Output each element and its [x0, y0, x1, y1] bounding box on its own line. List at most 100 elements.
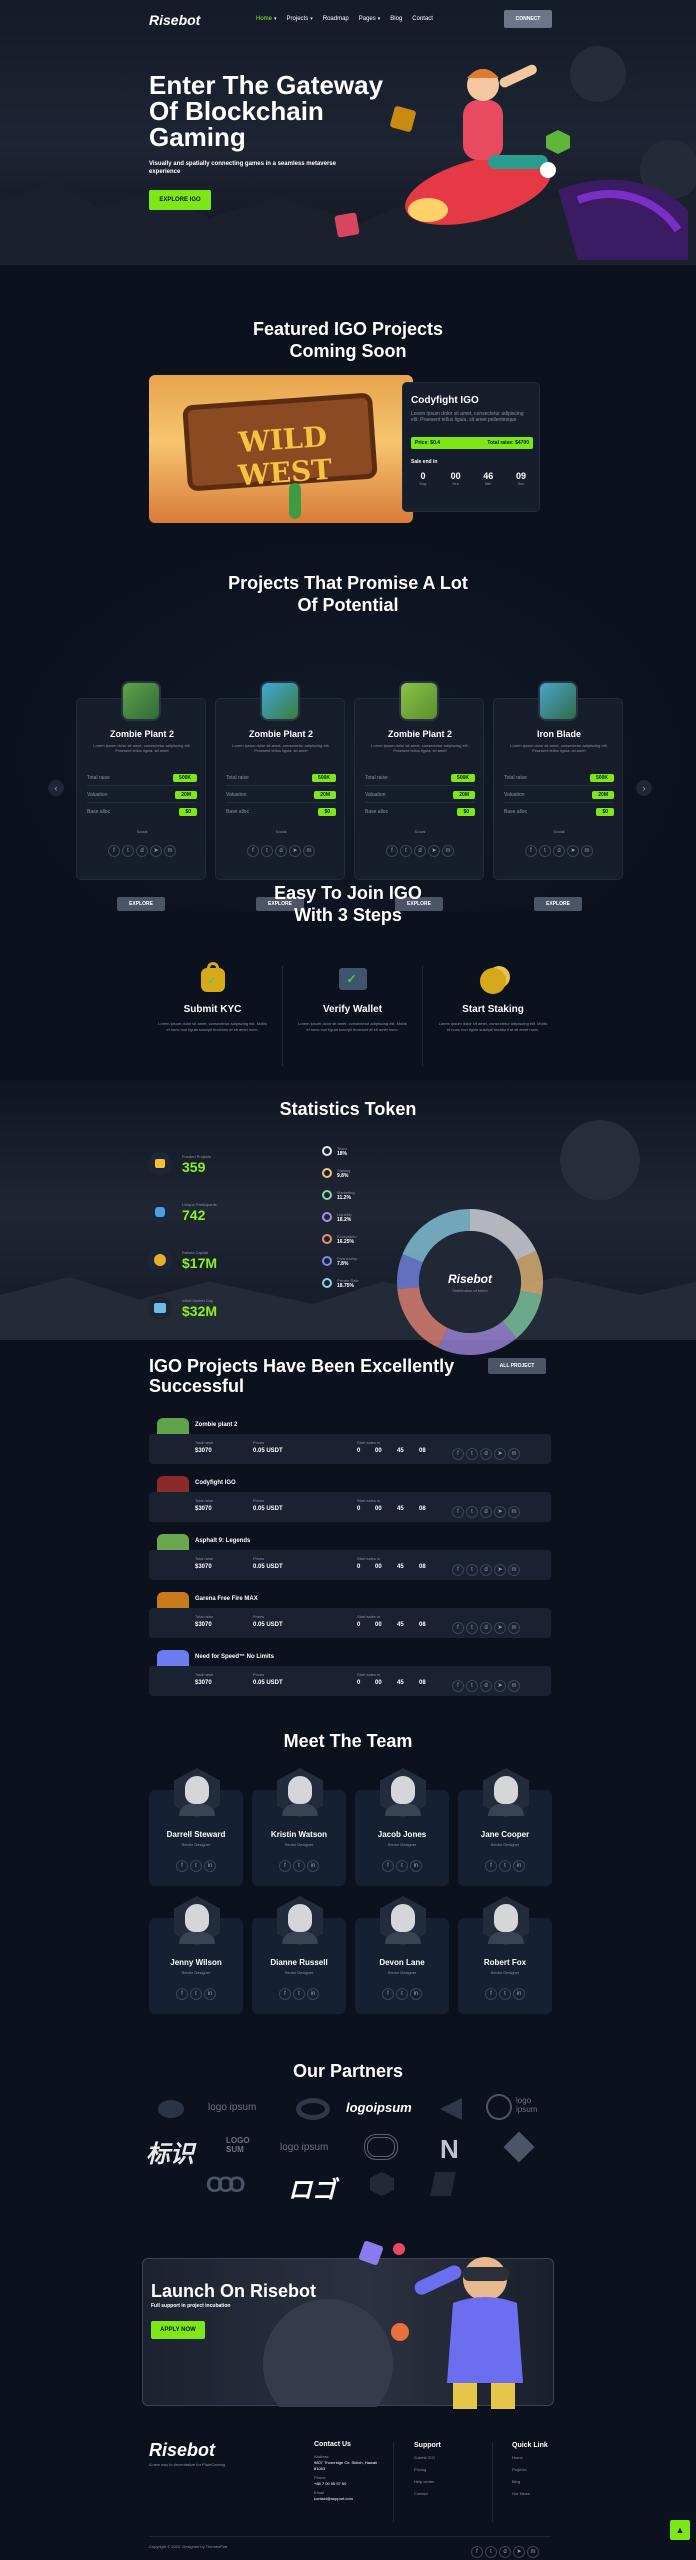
facebook-icon[interactable]: f: [525, 845, 537, 857]
medium-icon[interactable]: m: [508, 1448, 520, 1460]
facebook-icon[interactable]: f: [176, 1988, 188, 2000]
footer-link[interactable]: Help center: [414, 2479, 435, 2484]
partner-logo-links[interactable]: OOO: [206, 2172, 245, 2197]
facebook-icon[interactable]: f: [485, 1988, 497, 2000]
telegram-icon[interactable]: ➤: [513, 2546, 525, 2558]
facebook-icon[interactable]: f: [485, 1860, 497, 1872]
twitter-icon[interactable]: t: [190, 1860, 202, 1872]
medium-icon[interactable]: m: [442, 845, 454, 857]
team-member-card[interactable]: Jane Cooper Senior Designer f t in: [458, 1768, 552, 1886]
facebook-icon[interactable]: f: [176, 1860, 188, 1872]
facebook-icon[interactable]: f: [382, 1860, 394, 1872]
telegram-icon[interactable]: ➤: [494, 1622, 506, 1634]
explore-igo-button[interactable]: EXPLORE IGO: [149, 190, 211, 210]
discord-icon[interactable]: d: [414, 845, 426, 857]
twitter-icon[interactable]: t: [499, 1860, 511, 1872]
twitter-icon[interactable]: t: [396, 1860, 408, 1872]
medium-icon[interactable]: m: [164, 845, 176, 857]
telegram-icon[interactable]: ➤: [494, 1448, 506, 1460]
linkedin-icon[interactable]: in: [410, 1988, 422, 2000]
twitter-icon[interactable]: t: [466, 1622, 478, 1634]
twitter-icon[interactable]: t: [466, 1506, 478, 1518]
twitter-icon[interactable]: t: [466, 1680, 478, 1692]
featured-image[interactable]: WILD WEST: [149, 375, 413, 523]
team-member-card[interactable]: Jacob Jones Senior Designer f t in: [355, 1768, 449, 1886]
nav-item-projects[interactable]: Projects: [286, 16, 309, 22]
project-explore-button[interactable]: EXPLORE: [534, 897, 582, 911]
footer-link[interactable]: Pricing: [414, 2467, 427, 2472]
nav-item-blog[interactable]: Blog: [390, 16, 403, 22]
nav-item-pages[interactable]: Pages: [358, 16, 376, 22]
twitter-icon[interactable]: t: [539, 845, 551, 857]
nav-item-home[interactable]: Home: [256, 16, 273, 22]
telegram-icon[interactable]: ➤: [150, 845, 162, 857]
partner-logo-poly[interactable]: [430, 2172, 456, 2196]
linkedin-icon[interactable]: in: [513, 1860, 525, 1872]
twitter-icon[interactable]: t: [396, 1988, 408, 2000]
apply-now-button[interactable]: APPLY NOW: [151, 2321, 205, 2339]
facebook-icon[interactable]: f: [247, 845, 259, 857]
twitter-icon[interactable]: t: [466, 1564, 478, 1576]
linkedin-icon[interactable]: in: [513, 1988, 525, 2000]
linkedin-icon[interactable]: in: [307, 1988, 319, 2000]
facebook-icon[interactable]: f: [279, 1860, 291, 1872]
partner-logo[interactable]: logoipsum: [346, 2100, 412, 2115]
telegram-icon[interactable]: ➤: [494, 1564, 506, 1576]
igo-row[interactable]: Zombie plant 2 Total raise $3070 Prices 0.05…: [149, 1418, 551, 1466]
medium-icon[interactable]: m: [581, 845, 593, 857]
partner-logo-rings[interactable]: [364, 2134, 398, 2160]
partner-logo[interactable]: logo ipsum: [208, 2102, 257, 2113]
carousel-next-button[interactable]: ›: [636, 780, 652, 796]
twitter-icon[interactable]: t: [261, 845, 273, 857]
partner-logo-triangle[interactable]: [440, 2098, 462, 2120]
partner-logo[interactable]: ロゴ: [288, 2177, 336, 2204]
twitter-icon[interactable]: t: [122, 845, 134, 857]
partner-logo[interactable]: LOGO SUM: [226, 2136, 250, 2154]
team-member-card[interactable]: Dianne Russell Senior Designer f t in: [252, 1896, 346, 2014]
nav-item-contact[interactable]: Contact: [412, 16, 433, 22]
igo-row[interactable]: Need for Speed™ No Limits Total raise $307…: [149, 1650, 551, 1698]
medium-icon[interactable]: m: [508, 1506, 520, 1518]
project-explore-button[interactable]: EXPLORE: [256, 897, 304, 911]
facebook-icon[interactable]: f: [452, 1680, 464, 1692]
partner-logo-n[interactable]: N: [440, 2134, 459, 2164]
nav-logo[interactable]: Risebot: [149, 12, 201, 28]
partner-logo-shape[interactable]: [158, 2100, 184, 2118]
project-card[interactable]: Zombie Plant 2 Lorem ipsum dolor sit ame…: [215, 681, 345, 911]
facebook-icon[interactable]: f: [279, 1988, 291, 2000]
nav-item-roadmap[interactable]: Roadmap: [322, 16, 349, 22]
twitter-icon[interactable]: t: [400, 845, 412, 857]
linkedin-icon[interactable]: in: [307, 1860, 319, 1872]
footer-link[interactable]: Blog: [512, 2479, 521, 2484]
twitter-icon[interactable]: t: [499, 1988, 511, 2000]
project-explore-button[interactable]: EXPLORE: [117, 897, 165, 911]
medium-icon[interactable]: m: [527, 2546, 539, 2558]
telegram-icon[interactable]: ➤: [289, 845, 301, 857]
discord-icon[interactable]: d: [480, 1680, 492, 1692]
partner-logo-hex[interactable]: [370, 2172, 394, 2196]
twitter-icon[interactable]: t: [293, 1860, 305, 1872]
medium-icon[interactable]: m: [508, 1564, 520, 1576]
telegram-icon[interactable]: ➤: [428, 845, 440, 857]
linkedin-icon[interactable]: in: [204, 1860, 216, 1872]
igo-row[interactable]: Codyfight IGO Total raise $3070 Prices 0.05 …: [149, 1476, 551, 1524]
discord-icon[interactable]: d: [136, 845, 148, 857]
project-explore-button[interactable]: EXPLORE: [395, 897, 443, 911]
discord-icon[interactable]: d: [480, 1448, 492, 1460]
facebook-icon[interactable]: f: [452, 1564, 464, 1576]
partner-logo[interactable]: 标识: [146, 2141, 194, 2168]
project-card[interactable]: Zombie Plant 2 Lorem ipsum dolor sit ame…: [76, 681, 206, 911]
team-member-card[interactable]: Darrell Steward Senior Designer f t in: [149, 1768, 243, 1886]
facebook-icon[interactable]: f: [471, 2546, 483, 2558]
discord-icon[interactable]: d: [480, 1506, 492, 1518]
discord-icon[interactable]: d: [499, 2546, 511, 2558]
discord-icon[interactable]: d: [275, 845, 287, 857]
medium-icon[interactable]: m: [508, 1680, 520, 1692]
scroll-to-top-button[interactable]: ▲: [670, 2520, 690, 2540]
facebook-icon[interactable]: f: [452, 1506, 464, 1518]
team-member-card[interactable]: Devon Lane Senior Designer f t in: [355, 1896, 449, 2014]
twitter-icon[interactable]: t: [485, 2546, 497, 2558]
medium-icon[interactable]: m: [508, 1622, 520, 1634]
twitter-icon[interactable]: t: [293, 1988, 305, 2000]
carousel-prev-button[interactable]: ‹: [48, 780, 64, 796]
